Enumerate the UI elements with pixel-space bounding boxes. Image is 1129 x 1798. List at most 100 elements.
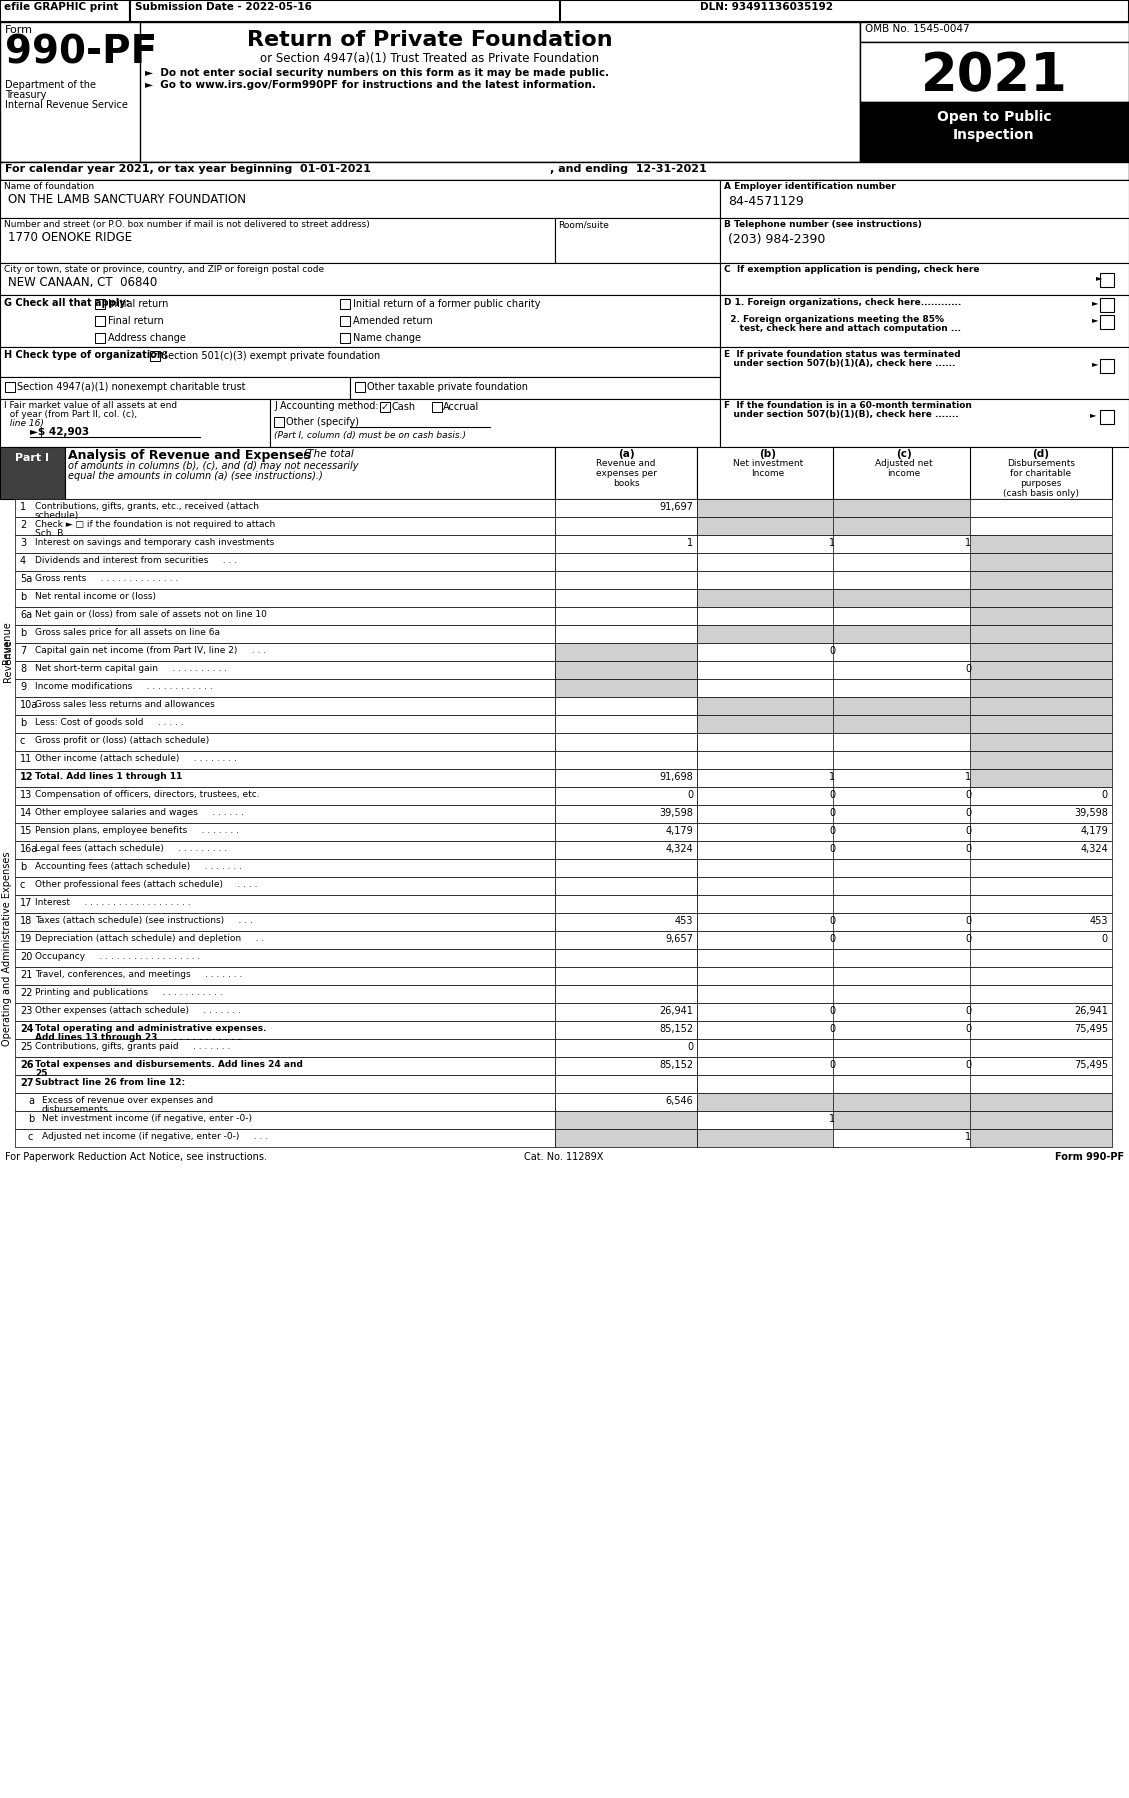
Bar xyxy=(555,1003,697,1021)
Bar xyxy=(833,518,975,536)
Text: 75,495: 75,495 xyxy=(1074,1025,1108,1034)
Text: Income modifications     . . . . . . . . . . . .: Income modifications . . . . . . . . . .… xyxy=(35,681,212,690)
Text: Section 4947(a)(1) nonexempt charitable trust: Section 4947(a)(1) nonexempt charitable … xyxy=(17,381,245,392)
Bar xyxy=(720,218,1129,263)
Bar xyxy=(15,1039,555,1057)
Text: Accounting fees (attach schedule)     . . . . . . .: Accounting fees (attach schedule) . . . … xyxy=(35,861,242,870)
Bar xyxy=(697,877,839,895)
Bar xyxy=(833,895,975,913)
Bar xyxy=(555,913,697,931)
Bar xyxy=(340,333,350,343)
Text: 8: 8 xyxy=(20,663,26,674)
Text: 0: 0 xyxy=(965,663,971,674)
Text: Occupancy     . . . . . . . . . . . . . . . . . .: Occupancy . . . . . . . . . . . . . . . … xyxy=(35,951,200,960)
Text: 84-4571129: 84-4571129 xyxy=(728,194,804,209)
Bar xyxy=(555,554,697,572)
Bar xyxy=(15,590,555,608)
Bar xyxy=(970,788,1112,806)
Bar xyxy=(697,1129,839,1147)
Text: 1: 1 xyxy=(965,1133,971,1142)
Bar xyxy=(555,895,697,913)
Text: 9,657: 9,657 xyxy=(665,933,693,944)
Text: Less: Cost of goods sold     . . . . .: Less: Cost of goods sold . . . . . xyxy=(35,717,184,726)
Text: 0: 0 xyxy=(965,807,971,818)
Bar xyxy=(555,859,697,877)
Bar xyxy=(860,102,1129,162)
Text: 26: 26 xyxy=(20,1061,34,1070)
Bar xyxy=(970,662,1112,680)
Bar xyxy=(833,931,975,949)
Bar xyxy=(970,1003,1112,1021)
Text: 0: 0 xyxy=(1102,933,1108,944)
Bar xyxy=(15,662,555,680)
Text: Check ► □ if the foundation is not required to attach: Check ► □ if the foundation is not requi… xyxy=(35,520,275,529)
Text: A Employer identification number: A Employer identification number xyxy=(724,182,895,191)
Text: c: c xyxy=(28,1133,34,1142)
Text: (Part I, column (d) must be on cash basis.): (Part I, column (d) must be on cash basi… xyxy=(274,432,466,441)
Text: 0: 0 xyxy=(829,789,835,800)
Text: 9: 9 xyxy=(20,681,26,692)
Bar xyxy=(15,1075,555,1093)
Bar xyxy=(350,378,720,399)
Text: 0: 0 xyxy=(965,1007,971,1016)
Text: ►: ► xyxy=(1089,410,1096,419)
Text: Accrual: Accrual xyxy=(443,403,479,412)
Text: of amounts in columns (b), (c), and (d) may not necessarily: of amounts in columns (b), (c), and (d) … xyxy=(68,460,359,471)
Text: schedule): schedule) xyxy=(35,511,79,520)
Bar xyxy=(970,626,1112,644)
Text: Gross rents     . . . . . . . . . . . . . .: Gross rents . . . . . . . . . . . . . . xyxy=(35,574,178,583)
Bar xyxy=(697,680,839,698)
Text: 0: 0 xyxy=(965,933,971,944)
Text: Depreciation (attach schedule) and depletion     . .: Depreciation (attach schedule) and deple… xyxy=(35,933,264,942)
Bar xyxy=(970,590,1112,608)
Bar xyxy=(0,295,720,347)
Bar xyxy=(833,698,975,716)
Text: 5a: 5a xyxy=(20,574,33,584)
Text: 15: 15 xyxy=(20,825,33,836)
Text: disbursements: disbursements xyxy=(42,1106,108,1115)
Bar xyxy=(15,895,555,913)
Bar xyxy=(15,1003,555,1021)
Text: Analysis of Revenue and Expenses: Analysis of Revenue and Expenses xyxy=(68,450,310,462)
Text: ON THE LAMB SANCTUARY FOUNDATION: ON THE LAMB SANCTUARY FOUNDATION xyxy=(8,192,246,207)
Text: 39,598: 39,598 xyxy=(659,807,693,818)
Text: Net gain or (loss) from sale of assets not on line 10: Net gain or (loss) from sale of assets n… xyxy=(35,610,266,619)
Text: , and ending  12-31-2021: , and ending 12-31-2021 xyxy=(550,164,707,174)
Bar xyxy=(432,403,441,412)
Bar xyxy=(0,180,720,218)
Bar xyxy=(555,1021,697,1039)
Text: 0: 0 xyxy=(965,843,971,854)
Text: 2. Foreign organizations meeting the 85%: 2. Foreign organizations meeting the 85% xyxy=(724,315,944,324)
Text: 0: 0 xyxy=(829,1025,835,1034)
Bar xyxy=(555,734,697,752)
Text: Contributions, gifts, grants, etc., received (attach: Contributions, gifts, grants, etc., rece… xyxy=(35,502,259,511)
Text: Dividends and interest from securities     . . .: Dividends and interest from securities .… xyxy=(35,556,237,565)
Text: a: a xyxy=(28,1097,34,1106)
Text: Add lines 13 through 23     . . . . . . . . . . .: Add lines 13 through 23 . . . . . . . . … xyxy=(35,1034,242,1043)
Bar xyxy=(697,895,839,913)
Bar xyxy=(697,985,839,1003)
Text: City or town, state or province, country, and ZIP or foreign postal code: City or town, state or province, country… xyxy=(5,264,324,273)
Bar xyxy=(697,859,839,877)
Bar xyxy=(0,22,1129,162)
Bar xyxy=(150,351,160,361)
Bar xyxy=(970,895,1112,913)
Text: 26,941: 26,941 xyxy=(1074,1007,1108,1016)
Text: Part I: Part I xyxy=(15,453,49,464)
Bar xyxy=(555,644,697,662)
Text: Excess of revenue over expenses and: Excess of revenue over expenses and xyxy=(42,1097,213,1106)
Bar xyxy=(833,806,975,823)
Text: Initial return: Initial return xyxy=(108,298,168,309)
Text: Cat. No. 11289X: Cat. No. 11289X xyxy=(524,1153,604,1162)
Text: 3: 3 xyxy=(20,538,26,548)
Bar xyxy=(833,877,975,895)
Bar xyxy=(833,1093,975,1111)
Bar xyxy=(15,572,555,590)
Bar xyxy=(697,590,839,608)
Bar xyxy=(833,859,975,877)
Text: for charitable: for charitable xyxy=(1010,469,1071,478)
Text: 1: 1 xyxy=(965,538,971,548)
Bar xyxy=(555,218,720,263)
Bar xyxy=(970,698,1112,716)
Text: Final return: Final return xyxy=(108,316,164,325)
